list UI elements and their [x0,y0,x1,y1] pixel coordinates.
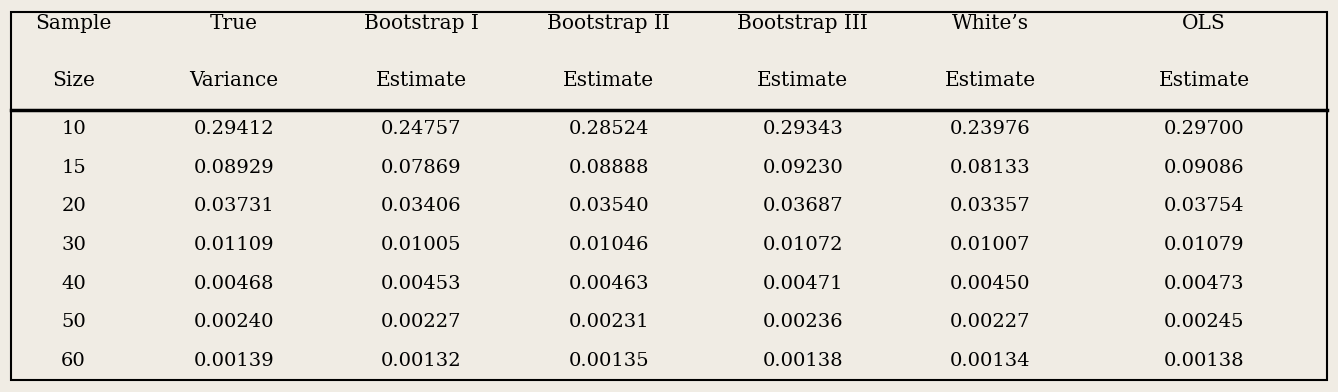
Text: Estimate: Estimate [376,71,467,89]
Text: 0.00240: 0.00240 [194,313,274,331]
Text: 0.07869: 0.07869 [381,159,462,177]
Text: 0.00138: 0.00138 [1164,352,1244,370]
Text: 0.01079: 0.01079 [1164,236,1244,254]
Text: 10: 10 [62,120,86,138]
Text: White’s: White’s [951,14,1029,33]
Text: 0.00138: 0.00138 [763,352,843,370]
Text: 0.01109: 0.01109 [194,236,274,254]
Text: OLS: OLS [1183,14,1226,33]
Text: 60: 60 [62,352,86,370]
Text: 0.03540: 0.03540 [569,197,649,215]
Text: 0.03754: 0.03754 [1164,197,1244,215]
Text: 0.29412: 0.29412 [194,120,274,138]
Text: 0.09230: 0.09230 [763,159,843,177]
Text: Size: Size [52,71,95,89]
Text: 0.29700: 0.29700 [1164,120,1244,138]
Text: 0.00132: 0.00132 [381,352,462,370]
Text: 20: 20 [62,197,86,215]
Text: 0.24757: 0.24757 [381,120,462,138]
Text: 0.03731: 0.03731 [194,197,274,215]
Text: Bootstrap II: Bootstrap II [547,14,670,33]
Text: 0.23976: 0.23976 [950,120,1030,138]
Text: 0.08929: 0.08929 [194,159,274,177]
Text: 0.00453: 0.00453 [381,275,462,293]
Text: Estimate: Estimate [757,71,848,89]
Text: 0.28524: 0.28524 [569,120,649,138]
Text: Sample: Sample [35,14,112,33]
Text: 0.01072: 0.01072 [763,236,843,254]
Text: Estimate: Estimate [945,71,1036,89]
Text: Estimate: Estimate [563,71,654,89]
Text: 0.01005: 0.01005 [381,236,462,254]
Text: 0.00450: 0.00450 [950,275,1030,293]
Text: 0.08133: 0.08133 [950,159,1030,177]
Text: 0.00134: 0.00134 [950,352,1030,370]
Text: 0.00227: 0.00227 [381,313,462,331]
Text: Variance: Variance [190,71,278,89]
Text: 15: 15 [62,159,86,177]
Text: 0.03687: 0.03687 [763,197,843,215]
Text: 0.00468: 0.00468 [194,275,274,293]
Text: 0.03406: 0.03406 [381,197,462,215]
Text: 0.00463: 0.00463 [569,275,649,293]
Text: Bootstrap III: Bootstrap III [737,14,868,33]
Text: 30: 30 [62,236,86,254]
Text: 0.00139: 0.00139 [194,352,274,370]
Text: 0.00236: 0.00236 [763,313,843,331]
Text: True: True [210,14,258,33]
Text: 0.00471: 0.00471 [763,275,843,293]
Text: 0.00227: 0.00227 [950,313,1030,331]
Text: 0.03357: 0.03357 [950,197,1030,215]
Text: 50: 50 [62,313,86,331]
Text: Estimate: Estimate [1159,71,1250,89]
Text: Bootstrap I: Bootstrap I [364,14,479,33]
Text: 0.01007: 0.01007 [950,236,1030,254]
Text: 40: 40 [62,275,86,293]
Text: 0.00473: 0.00473 [1164,275,1244,293]
Text: 0.00135: 0.00135 [569,352,649,370]
Text: 0.09086: 0.09086 [1164,159,1244,177]
Text: 0.01046: 0.01046 [569,236,649,254]
Text: 0.00245: 0.00245 [1164,313,1244,331]
Text: 0.08888: 0.08888 [569,159,649,177]
Text: 0.29343: 0.29343 [763,120,843,138]
Text: 0.00231: 0.00231 [569,313,649,331]
